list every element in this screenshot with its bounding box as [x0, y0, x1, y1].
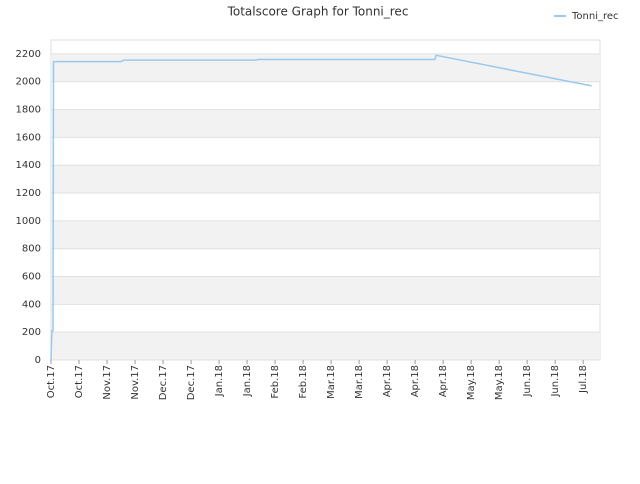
grid-band [51, 220, 600, 249]
x-tick-label: Dec.17 [186, 365, 197, 400]
x-tick-label: Apr.18 [438, 365, 449, 397]
x-tick-label: Mar.18 [354, 365, 365, 399]
x-tick-label: Apr.18 [410, 365, 421, 397]
x-tick-label: Jan.18 [214, 365, 225, 397]
x-tick-label: May.18 [466, 365, 477, 400]
grid-band [51, 276, 600, 305]
x-tick-label: May.18 [494, 365, 505, 400]
x-tick-label: Jun.18 [522, 365, 533, 398]
y-tick-label: 1200 [16, 188, 41, 199]
y-tick-label: 1600 [16, 132, 41, 143]
plot-area [50, 39, 601, 361]
x-tick-label: Feb.18 [298, 365, 309, 399]
legend-label: Tonni_rec [571, 11, 619, 22]
x-tick-label: Oct.17 [46, 365, 57, 398]
y-tick-label: 1000 [16, 216, 41, 227]
x-tick-label: Jul.18 [578, 365, 589, 394]
y-tick-label: 1400 [16, 160, 41, 171]
x-tick-label: Nov.17 [130, 365, 141, 400]
y-tick-label: 400 [22, 299, 41, 310]
x-tick-label: Jun.18 [550, 365, 561, 398]
grid-band [51, 165, 600, 194]
y-tick-label: 0 [35, 355, 41, 366]
y-tick-label: 2000 [16, 77, 41, 88]
x-tick-label: Nov.17 [102, 365, 113, 400]
x-tick-label: Oct.17 [74, 365, 85, 398]
y-tick-label: 1800 [16, 105, 41, 116]
y-tick-label: 2200 [16, 49, 41, 60]
y-tick-label: 600 [22, 272, 41, 283]
chart-title: Totalscore Graph for Tonni_rec [227, 5, 409, 19]
y-tick-label: 200 [22, 327, 41, 338]
x-tick-label: Mar.18 [326, 365, 337, 399]
x-tick-label: Apr.18 [382, 365, 393, 397]
grid-band [51, 109, 600, 138]
y-tick-label: 800 [22, 244, 41, 255]
grid-band [51, 53, 600, 82]
grid-band [51, 332, 600, 360]
x-tick-label: Jan.18 [242, 365, 253, 397]
x-tick-label: Dec.17 [158, 365, 169, 400]
x-tick-label: Feb.18 [270, 365, 281, 399]
line [50, 54, 592, 361]
